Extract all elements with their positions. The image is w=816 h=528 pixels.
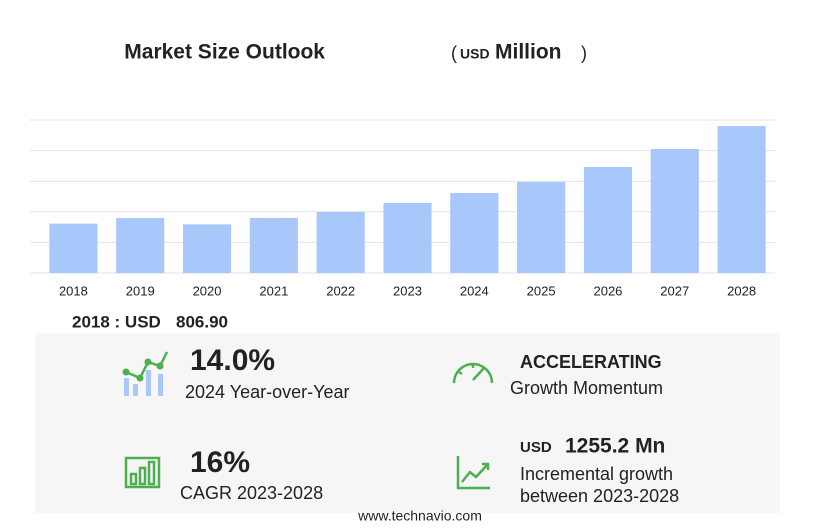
bar	[249, 217, 298, 273]
footer: www.technavio.com	[357, 508, 482, 524]
unit-open: (	[451, 43, 457, 63]
x-tick-label: 2023	[393, 283, 422, 298]
x-tick-label: 2026	[593, 283, 622, 298]
base-value: 806.90	[176, 312, 228, 331]
bar	[717, 125, 766, 274]
bar	[116, 217, 165, 273]
bar	[517, 181, 566, 273]
x-tick-label: 2022	[326, 283, 355, 298]
unit-close: )	[581, 43, 587, 63]
x-tick-label: 2028	[727, 283, 756, 298]
x-tick-label: 2025	[527, 283, 556, 298]
bar	[383, 202, 432, 273]
x-tick-label: 2019	[126, 283, 155, 298]
incremental-currency: USD	[520, 439, 552, 456]
bar	[583, 167, 633, 273]
x-tick-label: 2021	[259, 283, 288, 298]
unit: Million	[495, 41, 562, 64]
bar	[49, 223, 98, 273]
bar	[182, 224, 232, 273]
bar	[316, 211, 365, 273]
momentum-label: Growth Momentum	[510, 378, 663, 398]
incremental-label-2: between 2023-2028	[520, 486, 679, 506]
incremental-value: 1255.2 Mn	[565, 435, 665, 458]
yoy-label: 2024 Year-over-Year	[185, 382, 349, 402]
x-tick-label: 2018	[59, 283, 88, 298]
chart-title: Market Size Outlook	[124, 41, 325, 64]
bar	[650, 149, 699, 273]
base-label: 2018 : USD	[72, 312, 161, 331]
yoy-icon	[122, 351, 169, 396]
x-tick-label: 2020	[193, 283, 222, 298]
unit-currency: USD	[460, 46, 490, 62]
cagr-value: 16%	[190, 446, 250, 479]
yoy-value: 14.0%	[190, 344, 275, 377]
incremental-icon	[456, 456, 490, 490]
x-tick-label: 2024	[460, 283, 489, 298]
cagr-icon	[124, 456, 161, 489]
momentum-value: ACCELERATING	[520, 352, 662, 372]
incremental-label-1: Incremental growth	[520, 464, 673, 484]
momentum-icon	[452, 362, 494, 384]
bar	[450, 193, 499, 273]
x-tick-label: 2027	[660, 283, 689, 298]
cagr-label: CAGR 2023-2028	[180, 483, 323, 503]
